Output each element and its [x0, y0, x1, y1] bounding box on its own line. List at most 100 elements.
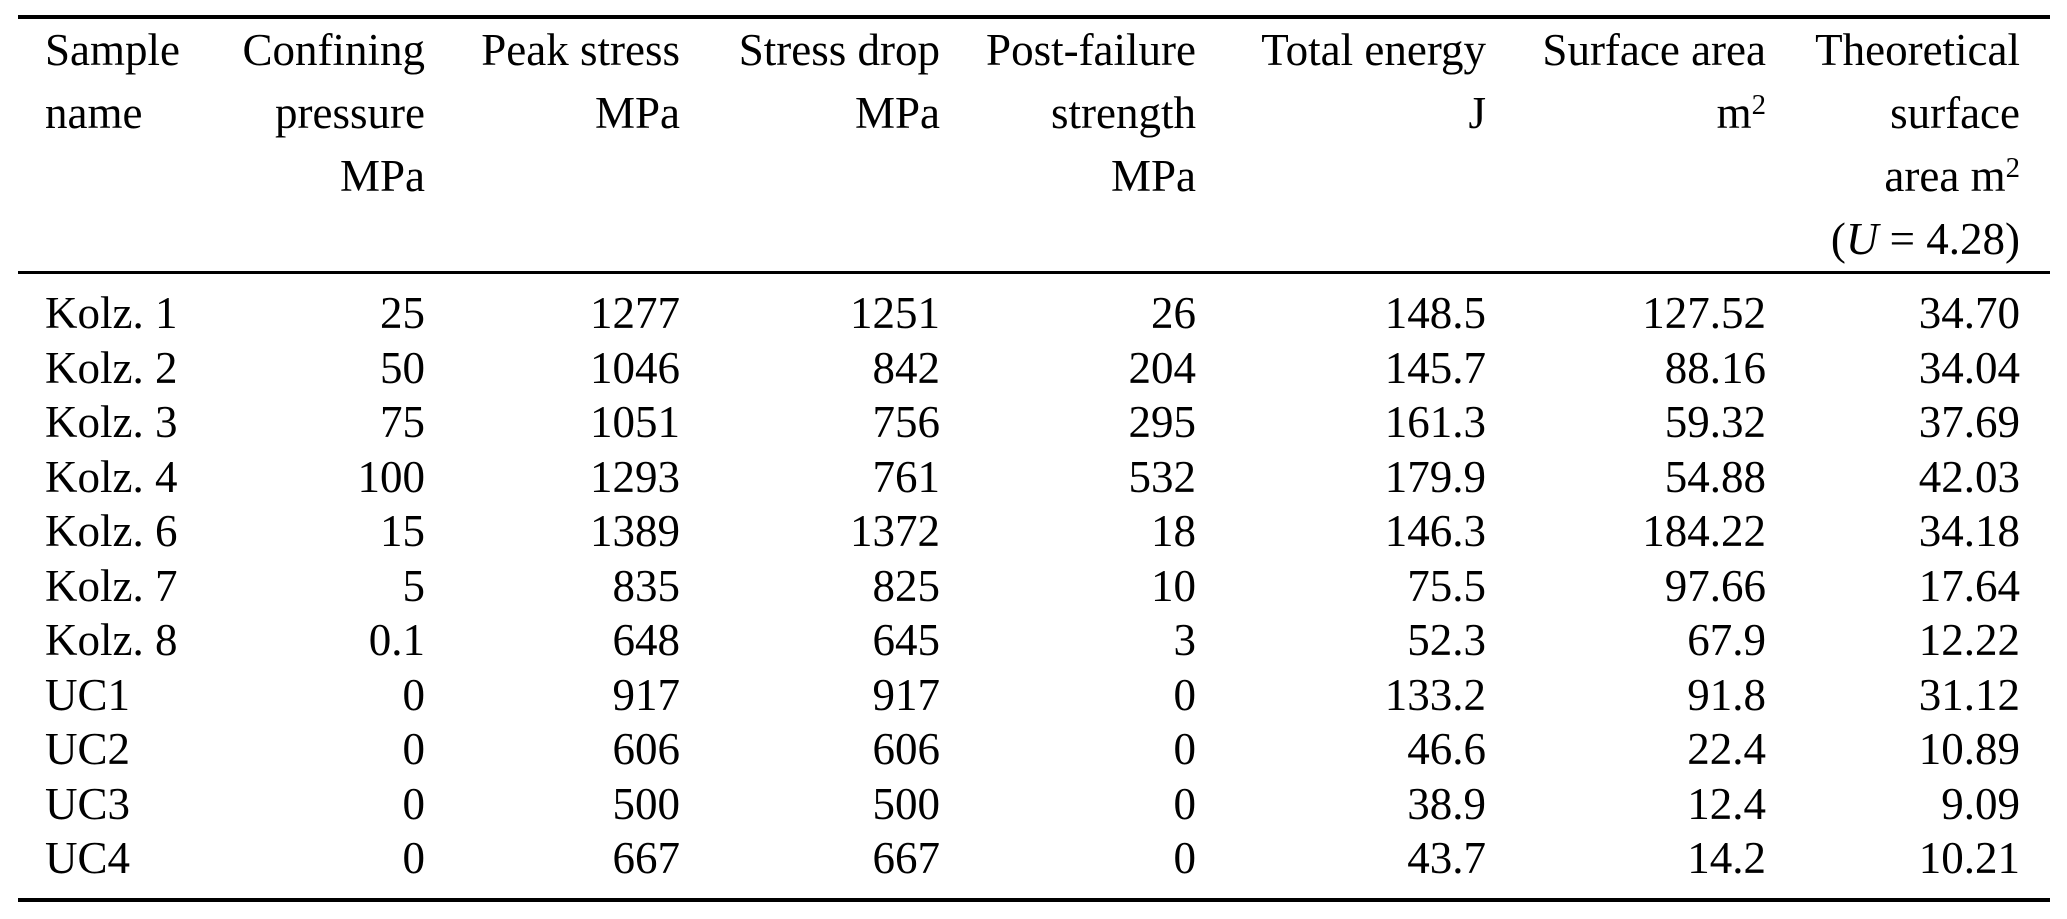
cell-stress-drop: 667: [872, 833, 941, 883]
header-text: (: [1830, 214, 1846, 264]
cell-peak-stress: 1277: [590, 288, 680, 338]
header-text: strength: [1051, 88, 1196, 138]
table-row: UC3 0 500 500 0 38.9 12.4 9.09: [18, 777, 2050, 832]
cell-surface-area: 88.16: [1664, 342, 1766, 393]
cell-confining-pressure: 75: [380, 397, 425, 447]
cell-surface-area: 91.8: [1687, 669, 1766, 720]
header-text: = 4.28): [1878, 214, 2020, 264]
header-line: Sample: [45, 19, 230, 82]
cell-theoretical-surface-area: 34.18: [1918, 506, 2020, 556]
column-header-confining-pressure: Confining pressure MPa: [230, 17, 425, 274]
header-line: J: [1196, 82, 1486, 145]
header-line: Surface area: [1486, 19, 1766, 82]
cell-confining-pressure: 0: [402, 778, 426, 829]
cell-surface-area: 127.52: [1642, 288, 1766, 338]
cell-total-energy: 38.9: [1407, 778, 1486, 829]
cell-sample-name: Kolz. 7: [45, 560, 178, 611]
cell-sample-name: UC2: [45, 724, 131, 774]
cell-theoretical-surface-area: 17.64: [1918, 560, 2020, 611]
column-header-post-failure-strength: Post-failure strength MPa: [940, 17, 1196, 274]
header-row: Sample name Confining pressure MPa Peak stres…: [18, 17, 2050, 274]
table-row: Kolz. 3 75 1051 756 295 161.3 59.32 37.69: [18, 395, 2050, 450]
column-header-stress-drop: Stress drop MPa: [680, 17, 940, 274]
cell-theoretical-surface-area: 37.69: [1918, 397, 2020, 447]
header-line: m2: [1486, 82, 1766, 145]
cell-post-failure-strength: 0: [1173, 724, 1197, 774]
table-row: Kolz. 1 25 1277 1251 26 148.5 127.52 34.70: [18, 273, 2050, 341]
cell-sample-name: Kolz. 4: [45, 451, 178, 502]
cell-total-energy: 161.3: [1384, 397, 1486, 447]
cell-stress-drop: 917: [872, 669, 941, 720]
header-text: Sample: [45, 25, 180, 75]
header-line: pressure: [230, 82, 425, 145]
cell-sample-name: Kolz. 2: [45, 342, 178, 393]
cell-stress-drop: 842: [872, 342, 941, 393]
cell-theoretical-surface-area: 12.22: [1918, 615, 2020, 665]
cell-surface-area: 12.4: [1687, 778, 1766, 829]
cell-theoretical-surface-area: 31.12: [1918, 669, 2020, 720]
header-text: MPa: [339, 151, 425, 201]
cell-stress-drop: 756: [872, 397, 941, 447]
column-header-surface-area: Surface area m2: [1486, 17, 1766, 274]
cell-theoretical-surface-area: 9.09: [1941, 778, 2020, 829]
header-line: strength: [940, 82, 1196, 145]
header-line: name: [45, 82, 230, 145]
cell-post-failure-strength: 26: [1151, 288, 1196, 338]
cell-peak-stress: 500: [612, 778, 681, 829]
cell-surface-area: 97.66: [1664, 560, 1766, 611]
header-line: MPa: [940, 145, 1196, 208]
cell-confining-pressure: 100: [357, 451, 426, 502]
cell-post-failure-strength: 295: [1128, 397, 1197, 447]
cell-stress-drop: 825: [872, 560, 941, 611]
cell-theoretical-surface-area: 10.89: [1918, 724, 2020, 774]
cell-confining-pressure: 50: [380, 342, 425, 393]
cell-stress-drop: 1251: [850, 288, 940, 338]
cell-sample-name: Kolz. 8: [45, 615, 178, 665]
cell-post-failure-strength: 0: [1173, 833, 1197, 883]
header-line: area m2: [1766, 145, 2020, 208]
header-text: Total energy: [1261, 25, 1486, 75]
cell-post-failure-strength: 3: [1173, 615, 1197, 665]
cell-confining-pressure: 0: [402, 669, 426, 720]
cell-peak-stress: 606: [612, 724, 681, 774]
header-text: Stress drop: [738, 25, 940, 75]
table-row: Kolz. 6 15 1389 1372 18 146.3 184.22 34.18: [18, 504, 2050, 559]
cell-post-failure-strength: 10: [1151, 560, 1196, 611]
header-text: 2: [2005, 152, 2020, 185]
column-header-total-energy: Total energy J: [1196, 17, 1486, 274]
header-line: Total energy: [1196, 19, 1486, 82]
cell-surface-area: 22.4: [1687, 724, 1766, 774]
cell-total-energy: 148.5: [1384, 288, 1486, 338]
header-text: surface: [1890, 88, 2020, 138]
cell-theoretical-surface-area: 34.04: [1918, 342, 2020, 393]
cell-post-failure-strength: 0: [1173, 669, 1197, 720]
cell-peak-stress: 1051: [590, 397, 680, 447]
cell-post-failure-strength: 18: [1151, 506, 1196, 556]
cell-confining-pressure: 0: [402, 724, 426, 774]
cell-peak-stress: 648: [612, 615, 681, 665]
table-row: Kolz. 2 50 1046 842 204 145.7 88.16 34.04: [18, 341, 2050, 396]
table-row: Kolz. 8 0.1 648 645 3 52.3 67.9 12.22: [18, 613, 2050, 668]
table-row: UC4 0 667 667 0 43.7 14.2 10.21: [18, 831, 2050, 900]
header-text: pressure: [275, 88, 425, 138]
cell-post-failure-strength: 0: [1173, 778, 1197, 829]
cell-surface-area: 54.88: [1664, 451, 1766, 502]
cell-total-energy: 43.7: [1407, 833, 1486, 883]
cell-confining-pressure: 25: [380, 288, 425, 338]
cell-peak-stress: 835: [612, 560, 681, 611]
cell-confining-pressure: 15: [380, 506, 425, 556]
header-line: Stress drop: [680, 19, 940, 82]
header-text: J: [1468, 88, 1486, 138]
header-line: Peak stress: [425, 19, 680, 82]
table-row: Kolz. 7 5 835 825 10 75.5 97.66 17.64: [18, 559, 2050, 614]
cell-total-energy: 75.5: [1407, 560, 1486, 611]
cell-sample-name: Kolz. 6: [45, 506, 178, 556]
cell-stress-drop: 761: [872, 451, 941, 502]
cell-peak-stress: 917: [612, 669, 681, 720]
header-text: name: [45, 88, 143, 138]
cell-stress-drop: 645: [872, 615, 941, 665]
header-text: m: [1716, 88, 1752, 138]
column-header-theoretical-surface-area: Theoretical surface area m2 (U = 4.28): [1766, 17, 2050, 274]
table-row: UC1 0 917 917 0 133.2 91.8 31.12: [18, 668, 2050, 723]
header-text: Surface area: [1542, 25, 1766, 75]
